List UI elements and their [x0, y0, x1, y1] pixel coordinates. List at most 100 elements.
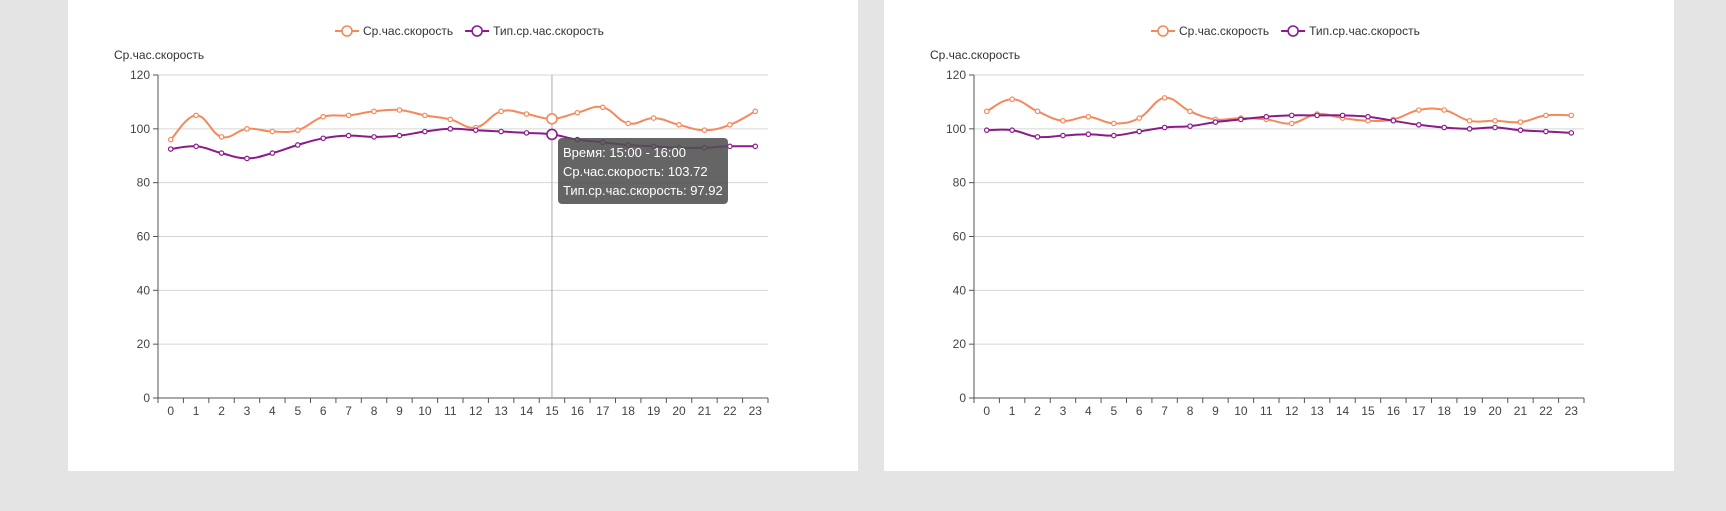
data-point[interactable] — [345, 112, 352, 119]
data-point[interactable] — [320, 135, 327, 142]
chart-panel-right: 0 20 40 60 80 100 120 0 1 2 3 4 5 6 7 8 9 10 11 12 13 14 15 16 1… — [884, 0, 1674, 471]
data-point[interactable] — [498, 108, 504, 115]
data-point[interactable] — [244, 155, 250, 162]
data-point[interactable] — [1263, 113, 1270, 120]
data-point[interactable] — [752, 143, 759, 150]
data-point[interactable] — [1492, 117, 1498, 124]
data-point[interactable] — [294, 142, 301, 148]
data-point[interactable] — [193, 112, 199, 119]
data-point[interactable] — [574, 109, 581, 116]
x-tick-label: 10 — [1234, 404, 1248, 418]
data-point[interactable] — [625, 120, 632, 127]
data-point[interactable] — [1288, 112, 1295, 119]
data-point[interactable] — [1136, 115, 1143, 121]
data-point[interactable] — [1466, 117, 1473, 124]
data-point[interactable] — [193, 143, 199, 150]
data-point[interactable] — [218, 150, 225, 156]
x-tick-label: 10 — [418, 404, 432, 418]
y-tick-label: 20 — [137, 337, 151, 351]
data-point[interactable] — [727, 121, 733, 128]
x-tick-label: 3 — [1060, 404, 1067, 418]
data-point[interactable] — [701, 127, 708, 133]
data-point[interactable] — [599, 104, 606, 111]
data-point[interactable] — [422, 128, 428, 135]
data-point[interactable] — [371, 108, 377, 115]
data-point[interactable] — [1187, 123, 1193, 129]
data-point[interactable] — [1415, 121, 1422, 128]
data-point[interactable] — [1466, 126, 1473, 132]
data-point[interactable] — [1212, 119, 1219, 125]
data-point[interactable] — [1517, 119, 1524, 125]
data-point[interactable] — [752, 108, 759, 115]
data-point[interactable] — [167, 136, 174, 143]
data-point[interactable] — [1543, 112, 1549, 119]
x-tick-label: 11 — [1260, 404, 1273, 418]
data-point[interactable] — [1568, 130, 1575, 136]
data-point[interactable] — [269, 150, 276, 156]
data-point[interactable] — [546, 128, 558, 141]
data-point[interactable] — [1085, 131, 1092, 138]
data-point[interactable] — [523, 111, 530, 117]
data-point[interactable] — [1085, 113, 1092, 120]
x-tick-label: 17 — [596, 404, 610, 418]
data-point[interactable] — [371, 134, 377, 140]
data-point[interactable] — [1187, 108, 1193, 115]
data-point[interactable] — [983, 127, 990, 133]
data-point[interactable] — [472, 127, 479, 133]
data-point[interactable] — [1161, 124, 1168, 131]
data-point[interactable] — [523, 130, 530, 136]
data-point[interactable] — [498, 128, 504, 135]
data-point[interactable] — [650, 115, 657, 121]
data-point[interactable] — [1110, 120, 1117, 127]
data-point[interactable] — [1543, 128, 1549, 135]
data-point[interactable] — [447, 126, 454, 132]
data-point[interactable] — [218, 134, 225, 140]
x-tick-label: 1 — [193, 404, 200, 418]
data-point[interactable] — [1441, 124, 1448, 131]
data-point[interactable] — [1492, 124, 1498, 131]
series-line — [986, 96, 1572, 125]
data-point[interactable] — [1390, 117, 1397, 124]
data-point[interactable] — [1060, 117, 1066, 124]
chart-panel-left: 0 20 40 60 80 100 120 0 1 2 3 4 5 6 7 8 9 10 11 12 13 14 15 16 1… — [68, 0, 858, 471]
data-point[interactable] — [1339, 112, 1346, 119]
data-point[interactable] — [1136, 128, 1143, 135]
data-point[interactable] — [1288, 120, 1295, 127]
data-point[interactable] — [1415, 107, 1422, 113]
data-point[interactable] — [396, 132, 403, 139]
data-point[interactable] — [422, 112, 428, 119]
data-point[interactable] — [294, 127, 301, 133]
x-tick-label: 2 — [218, 404, 225, 418]
data-point[interactable] — [676, 121, 682, 128]
data-point[interactable] — [269, 128, 276, 135]
legend-item[interactable]: Тип.ср.час.скорость — [1281, 24, 1420, 38]
data-point[interactable] — [1365, 113, 1371, 120]
tooltip-avg-speed: Ср.час.скорость: 103.72 — [563, 164, 708, 179]
data-point[interactable] — [1238, 116, 1244, 123]
data-point[interactable] — [1314, 112, 1320, 119]
data-point[interactable] — [167, 146, 174, 152]
data-point[interactable] — [244, 126, 250, 132]
data-point[interactable] — [345, 132, 352, 139]
data-point[interactable] — [983, 108, 990, 115]
data-point[interactable] — [1060, 132, 1066, 139]
data-point[interactable] — [396, 107, 403, 113]
data-point[interactable] — [1441, 107, 1448, 113]
data-point[interactable] — [546, 113, 558, 125]
data-point[interactable] — [1517, 127, 1524, 133]
x-tick-label: 23 — [749, 404, 763, 418]
data-point[interactable] — [320, 113, 327, 120]
data-point[interactable] — [1568, 112, 1575, 119]
data-point[interactable] — [1034, 108, 1041, 115]
legend-item[interactable]: Ср.час.скорость — [335, 24, 453, 38]
data-point[interactable] — [1161, 95, 1168, 101]
data-point[interactable] — [1110, 132, 1117, 139]
legend-item[interactable]: Тип.ср.час.скорость — [465, 24, 604, 38]
data-point[interactable] — [447, 116, 454, 123]
data-point[interactable] — [1034, 134, 1041, 140]
data-point[interactable] — [1009, 96, 1015, 103]
data-point[interactable] — [727, 143, 733, 150]
data-point[interactable] — [1009, 127, 1015, 133]
legend-item[interactable]: Ср.час.скорость — [1151, 24, 1269, 38]
x-tick-label: 0 — [983, 404, 990, 418]
